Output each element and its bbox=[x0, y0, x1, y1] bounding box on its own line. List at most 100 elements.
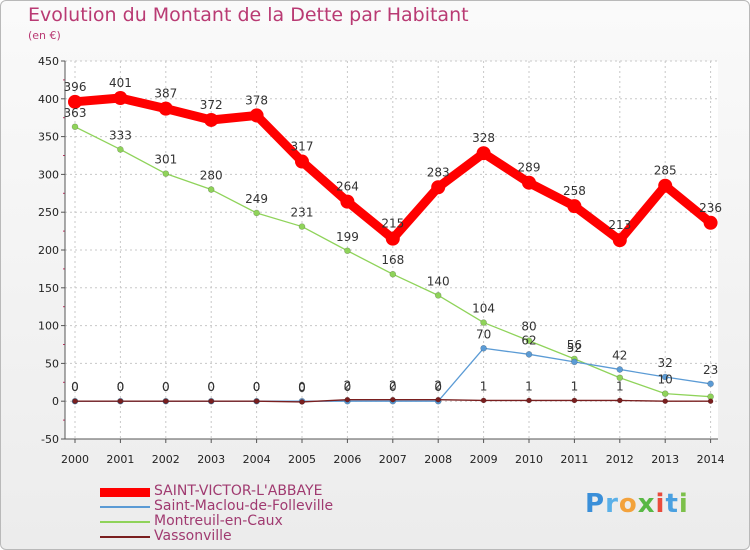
data-label: 396 bbox=[64, 80, 87, 94]
data-label: 0 bbox=[162, 380, 170, 394]
data-label: 2 bbox=[434, 379, 442, 393]
x-tick-label: 2008 bbox=[424, 453, 452, 466]
data-point bbox=[567, 199, 582, 214]
y-tick-label: 350 bbox=[38, 131, 59, 144]
x-tick-label: 2001 bbox=[106, 453, 134, 466]
data-label: 280 bbox=[200, 169, 223, 183]
data-point bbox=[207, 186, 215, 193]
data-label: 231 bbox=[291, 206, 314, 220]
data-label: 2 bbox=[389, 379, 397, 393]
data-label: 199 bbox=[336, 230, 359, 244]
data-label: 70 bbox=[476, 327, 491, 341]
data-label: 363 bbox=[64, 106, 87, 120]
legend-label: Vassonville bbox=[154, 528, 232, 544]
data-point bbox=[435, 396, 442, 403]
data-label: 23 bbox=[703, 363, 718, 377]
data-point bbox=[298, 223, 306, 230]
y-tick-label: 450 bbox=[38, 55, 59, 68]
x-tick-label: 2002 bbox=[152, 453, 180, 466]
data-label: 1 bbox=[571, 379, 579, 393]
data-point bbox=[476, 146, 491, 161]
data-point bbox=[616, 397, 623, 404]
x-tick-label: 2004 bbox=[243, 453, 271, 466]
y-tick-label: 0 bbox=[52, 395, 59, 408]
data-point bbox=[344, 396, 351, 403]
data-point bbox=[389, 396, 396, 403]
data-label: 0 bbox=[207, 380, 215, 394]
data-point bbox=[480, 344, 487, 352]
data-label: 249 bbox=[245, 192, 268, 206]
y-tick-label: 400 bbox=[38, 93, 59, 106]
data-label: 215 bbox=[381, 217, 404, 231]
data-point bbox=[661, 373, 669, 381]
legend-swatch bbox=[100, 536, 150, 538]
data-point bbox=[204, 112, 219, 127]
data-label: 0 bbox=[71, 380, 79, 394]
data-label: 0 bbox=[207, 380, 215, 394]
data-point bbox=[616, 374, 624, 382]
y-tick-label: 300 bbox=[38, 168, 59, 181]
x-tick-label: 2006 bbox=[333, 453, 361, 466]
data-label: 264 bbox=[336, 180, 359, 194]
x-tick-label: 2003 bbox=[197, 453, 225, 466]
data-point bbox=[208, 398, 214, 405]
data-point bbox=[158, 101, 173, 116]
data-point bbox=[299, 399, 305, 405]
data-point bbox=[571, 358, 578, 366]
legend-swatch bbox=[100, 521, 150, 523]
chart-title: Evolution du Montant de la Dette par Hab… bbox=[28, 4, 469, 26]
logo-letter: r bbox=[605, 489, 619, 519]
x-tick-label: 2005 bbox=[288, 453, 316, 466]
data-label: 401 bbox=[109, 76, 132, 90]
data-point bbox=[117, 398, 124, 405]
data-point bbox=[525, 351, 533, 358]
legend-swatch bbox=[100, 506, 150, 508]
data-label: 0 bbox=[389, 380, 397, 394]
x-tick-label: 2011 bbox=[560, 453, 588, 466]
data-label: 10 bbox=[658, 373, 673, 387]
data-label: 2 bbox=[344, 379, 352, 393]
data-point bbox=[253, 398, 260, 405]
data-point bbox=[571, 397, 578, 404]
data-point bbox=[117, 146, 124, 153]
data-label: 1 bbox=[525, 379, 533, 393]
series bbox=[68, 91, 718, 405]
logo-letter: t bbox=[665, 489, 679, 519]
data-label: 168 bbox=[381, 253, 404, 267]
logo-letter: x bbox=[637, 489, 656, 519]
logo-letter: i bbox=[678, 489, 689, 519]
data-point bbox=[480, 319, 487, 326]
data-label: 236 bbox=[699, 201, 722, 215]
data-label: 0 bbox=[253, 380, 261, 394]
data-label: 333 bbox=[109, 128, 132, 142]
data-point bbox=[434, 292, 442, 299]
data-point bbox=[71, 123, 79, 131]
data-label: 372 bbox=[200, 98, 223, 112]
data-point bbox=[344, 247, 351, 255]
logo-letter: i bbox=[655, 489, 666, 519]
legend-label: SAINT-VICTOR-L'ABBAYE bbox=[154, 483, 323, 499]
data-label: 328 bbox=[472, 131, 495, 145]
x-tick-label: 2010 bbox=[515, 453, 543, 466]
data-point bbox=[431, 180, 446, 195]
data-label: 1 bbox=[480, 379, 488, 393]
data-label: 62 bbox=[521, 333, 536, 347]
data-label: 0 bbox=[344, 380, 352, 394]
data-label: 56 bbox=[567, 338, 582, 352]
data-label: 0 bbox=[71, 380, 79, 394]
data-point bbox=[612, 233, 627, 248]
proxiti-logo: Proxiti bbox=[585, 489, 689, 519]
data-label: 42 bbox=[612, 348, 627, 362]
data-point bbox=[480, 397, 487, 404]
data-label: 289 bbox=[518, 161, 541, 175]
legend-label: Montreuil-en-Caux bbox=[154, 513, 283, 529]
data-point bbox=[658, 178, 673, 193]
y-tick-label: 250 bbox=[38, 206, 59, 219]
data-label: 0 bbox=[162, 380, 170, 394]
chart-unit-label: (en €) bbox=[28, 29, 61, 42]
data-label: 0 bbox=[298, 381, 306, 395]
data-label: 1 bbox=[616, 379, 624, 393]
x-tick-label: 2000 bbox=[61, 453, 89, 466]
data-label: 0 bbox=[298, 380, 306, 394]
data-point bbox=[162, 170, 170, 177]
